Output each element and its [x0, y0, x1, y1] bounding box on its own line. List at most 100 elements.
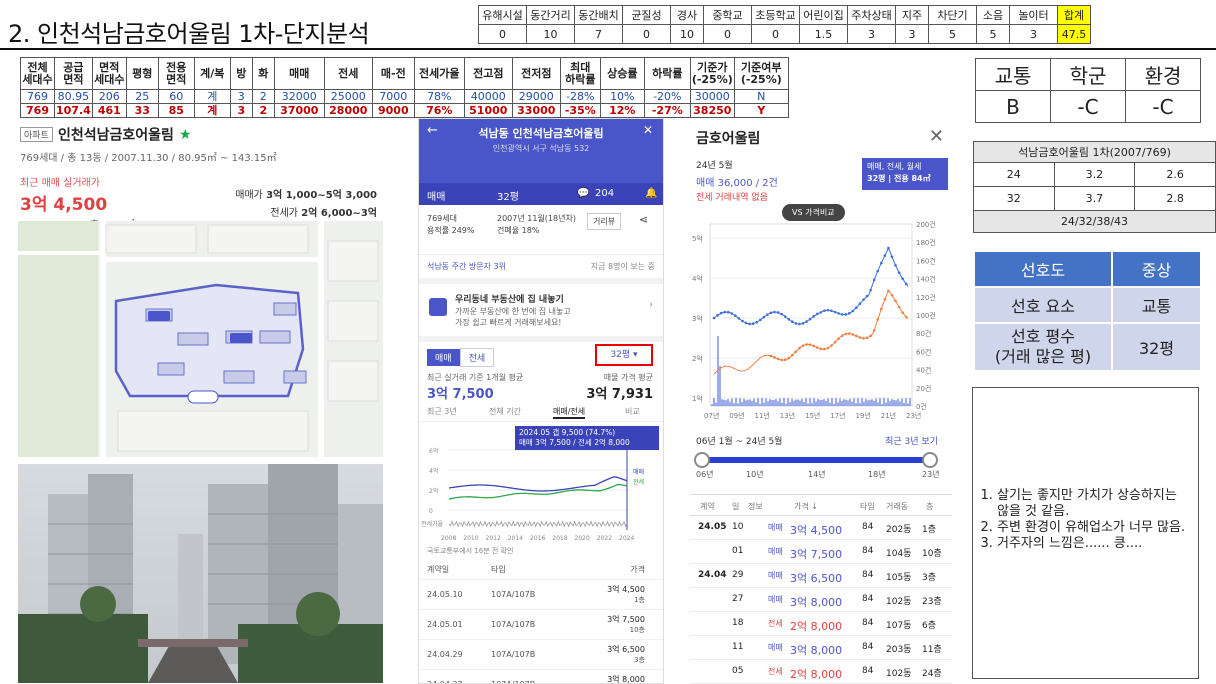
- trade-header[interactable]: 가격 ↓: [794, 502, 818, 511]
- jeonse-point: [855, 334, 858, 338]
- trade-year-month: 24.04: [698, 570, 727, 580]
- size-select[interactable]: 32평 ▾: [595, 344, 653, 366]
- unit-cell: 3: [229, 103, 253, 118]
- close-icon[interactable]: ✕: [928, 126, 944, 147]
- trade-filter-size: 32평 | 전용 84㎡: [867, 174, 931, 183]
- trade-panel-title: 금호어울림: [696, 131, 761, 147]
- score-header: 놀이터: [1009, 5, 1058, 25]
- tab-all-period[interactable]: 전체 기간: [489, 407, 521, 416]
- jeonse-series-line: [713, 290, 909, 375]
- jeonse-point: [837, 337, 840, 340]
- slider-start-handle[interactable]: [694, 452, 710, 468]
- x-tick: 11년: [755, 411, 770, 420]
- trade-row[interactable]: 24.05 10 매매 3억 4,500 84 202동 1층: [690, 516, 952, 540]
- visitors-rank: 석남동 주간 방문자 3위: [427, 262, 506, 271]
- sale-point: [883, 254, 887, 257]
- back-arrow-icon[interactable]: ←: [427, 123, 438, 138]
- unit-cell: 85: [157, 103, 195, 118]
- comment-icon[interactable]: 💬: [577, 188, 590, 199]
- unit-cell: 37000: [273, 103, 325, 118]
- score-value: 0: [622, 24, 671, 44]
- trade-building: 202동: [886, 525, 912, 535]
- trade-type: 107A/107B: [491, 650, 536, 659]
- trade-list-row[interactable]: 24.05.01 107A/107B 3억 7,500 10층: [419, 610, 663, 640]
- trade-day: 29: [732, 570, 744, 580]
- unit-table: 전체 세대수 공급 면적 면적 세대수 평형 전용 면적 계/복 방 화 매매 전세 매-전 전세가율 전고점 전…: [20, 57, 789, 118]
- app-info: 769세대 용적률 249% 2007년 11월(18년차) 건폐율 18% 거…: [419, 205, 663, 255]
- tab-compare[interactable]: 비교: [625, 407, 640, 416]
- trade-day: 18: [732, 618, 744, 628]
- app-header-address: 인천광역시 서구 석남동 532: [492, 144, 590, 153]
- jeonse-point: [847, 332, 851, 335]
- trade-row[interactable]: 24.04 29 매매 3억 6,500 84 105동 3층: [690, 564, 952, 588]
- trade-row[interactable]: 01 매매 3억 7,500 84 104동 10층: [690, 540, 952, 564]
- trade-type: 107A/107B: [491, 590, 536, 599]
- ratio-cell: 2.8: [1134, 186, 1216, 211]
- tab-sale-jeonse[interactable]: 매매/전세: [553, 406, 586, 419]
- listing-ad[interactable]: 우리동네 부동산에 집 내놓기 가까운 부동산에 한 번에 집 내놓고 가장 쉽…: [419, 284, 663, 342]
- x-tick: 23년: [906, 411, 921, 420]
- share-icon[interactable]: ⋖: [639, 213, 649, 226]
- complex-map[interactable]: [18, 221, 383, 457]
- close-icon[interactable]: ✕: [642, 123, 653, 137]
- trade-floor: 3층: [634, 656, 645, 664]
- trade-row[interactable]: 05 전세 2억 8,000 84 102동 24층: [690, 660, 952, 684]
- trade-day: 10: [732, 522, 744, 532]
- filter-trade-type[interactable]: 매매: [427, 192, 446, 203]
- tab-jeonse[interactable]: 전세: [459, 348, 495, 367]
- trade-filter-badge[interactable]: 매매, 전세, 월세 32평 | 전용 84㎡: [862, 158, 948, 190]
- star-icon[interactable]: ★: [178, 127, 192, 143]
- trade-header: 타입: [860, 502, 875, 511]
- trade-month-no-jeonse: 전세 거래내역 없음: [696, 193, 768, 203]
- trade-price: 3억 4,500: [607, 585, 645, 594]
- sale-point: [744, 321, 748, 325]
- trade-list-row[interactable]: 24.05.10 107A/107B 3억 4,500 1층: [419, 580, 663, 610]
- filter-size[interactable]: 32평: [497, 192, 519, 203]
- unit-cell: 40000: [463, 89, 513, 104]
- tab-3-years[interactable]: 최근 3년: [427, 407, 457, 416]
- jeonse-point: [819, 347, 823, 351]
- trade-history-panel: 금호어울림 ✕ 24년 5월 매매 36,000 / 2건 전세 거래내역 없음…: [690, 124, 952, 684]
- recent-avg: 3억 7,500: [427, 387, 494, 402]
- trade-price: 2억 8,000: [790, 668, 843, 681]
- ratio-series-line: [448, 520, 628, 528]
- vs-compare-button[interactable]: VS 가격비교: [782, 204, 845, 221]
- period-slider[interactable]: [694, 452, 938, 468]
- trade-list-row[interactable]: 24.04.29 107A/107B 3억 6,500 3층: [419, 640, 663, 670]
- unit-cell: 3: [229, 89, 253, 104]
- trade-row[interactable]: 27 매매 3억 8,000 84 102동 23층: [690, 588, 952, 612]
- score-value: 0: [478, 24, 527, 44]
- trade-row[interactable]: 11 매매 3억 8,000 84 203동 11층: [690, 636, 952, 660]
- photo-drawing: [18, 464, 383, 683]
- sale-point: [826, 308, 830, 312]
- sale-point: [780, 312, 783, 316]
- unit-cell: 107.4: [54, 103, 93, 118]
- jeonse-point: [808, 343, 812, 346]
- unit-header: 전고점: [463, 57, 513, 90]
- trade-building: 203동: [886, 645, 912, 655]
- unit-cell: 10%: [599, 89, 645, 104]
- slider-end-handle[interactable]: [922, 452, 938, 468]
- unit-cell: -20%: [643, 89, 691, 104]
- bell-icon[interactable]: 🔔: [645, 188, 658, 199]
- slider-label: 10년: [746, 470, 764, 479]
- unit-cell: 33: [125, 103, 159, 118]
- unit-cell: 28000: [323, 103, 373, 118]
- visitors-row[interactable]: 석남동 주간 방문자 3위 지금 8명이 보는 중: [419, 255, 663, 284]
- chart-source: 국토교통부에서 16분 전 확인: [427, 547, 514, 555]
- unit-cell: 461: [91, 103, 127, 118]
- x-tick: 09년: [729, 411, 744, 420]
- trade-header: 거래동: [886, 502, 909, 511]
- sale-point: [844, 313, 848, 316]
- note-item: 살기는 좋지만 가치가 상승하지는 않을 것 같음.: [997, 488, 1190, 520]
- recent-3-years-link[interactable]: 최근 3년 보기: [885, 437, 938, 447]
- tab-sale[interactable]: 매매: [427, 349, 460, 366]
- sale-range: 매매가 3억 1,000~5억 3,000: [235, 186, 377, 201]
- street-view-button[interactable]: 거리뷰: [587, 213, 622, 230]
- sale-range-label: 매매가: [235, 189, 263, 201]
- unit-header: 전용 면적: [157, 57, 195, 90]
- x-tick: 2018: [552, 535, 567, 542]
- trade-row[interactable]: 18 전세 2억 8,000 84 107동 6층: [690, 612, 952, 636]
- trade-price: 3억 6,500: [607, 645, 645, 654]
